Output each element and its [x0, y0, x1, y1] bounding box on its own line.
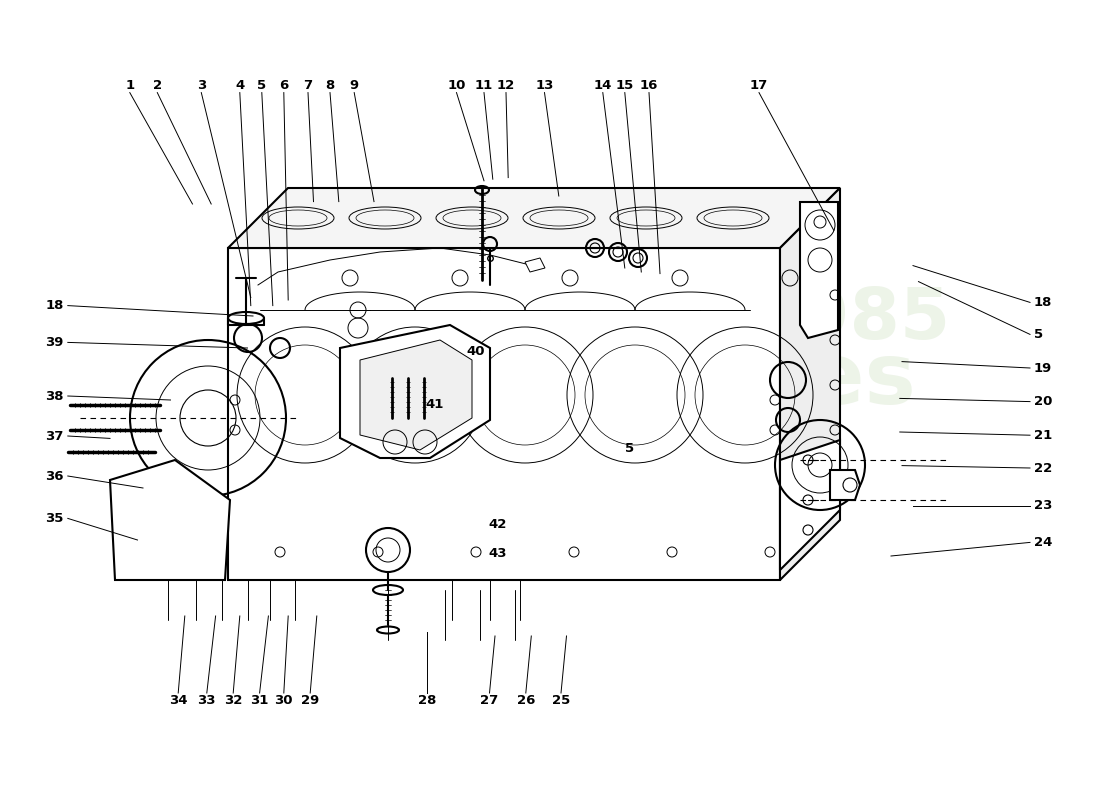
Text: 28: 28 — [418, 694, 436, 706]
Text: 36: 36 — [45, 470, 64, 482]
Text: 25: 25 — [552, 694, 570, 706]
Text: 1985: 1985 — [749, 286, 950, 354]
Text: 43: 43 — [488, 547, 506, 560]
Polygon shape — [360, 340, 472, 450]
Text: 5: 5 — [257, 79, 266, 92]
Text: 8: 8 — [326, 79, 334, 92]
Text: 12: 12 — [497, 79, 515, 92]
Text: 24: 24 — [1034, 536, 1053, 549]
Text: 34: 34 — [169, 694, 187, 706]
Text: 41: 41 — [426, 398, 443, 410]
Text: 13: 13 — [536, 79, 553, 92]
Text: 6: 6 — [279, 79, 288, 92]
Text: 10: 10 — [448, 79, 465, 92]
Text: 29: 29 — [301, 694, 319, 706]
Text: 20: 20 — [1034, 395, 1053, 408]
Text: 40: 40 — [466, 346, 484, 358]
Text: 18: 18 — [45, 299, 64, 312]
Text: 3: 3 — [197, 79, 206, 92]
Text: 18: 18 — [1034, 296, 1053, 309]
Text: 19: 19 — [1034, 362, 1053, 374]
Text: 32: 32 — [224, 694, 242, 706]
Text: 2: 2 — [153, 79, 162, 92]
Text: 5: 5 — [1034, 328, 1043, 341]
Text: 4: 4 — [235, 79, 244, 92]
Polygon shape — [228, 188, 840, 248]
Text: 27: 27 — [481, 694, 498, 706]
Polygon shape — [780, 440, 840, 570]
Text: 11: 11 — [475, 79, 493, 92]
Text: 5: 5 — [625, 442, 634, 454]
Text: europes: europes — [524, 338, 916, 422]
Text: 22: 22 — [1034, 462, 1053, 474]
Text: 39: 39 — [45, 336, 64, 349]
Text: a passion: a passion — [495, 424, 745, 476]
Text: 17: 17 — [750, 79, 768, 92]
Polygon shape — [780, 188, 840, 580]
Text: 31: 31 — [251, 694, 268, 706]
Text: 30: 30 — [275, 694, 293, 706]
Text: 9: 9 — [350, 79, 359, 92]
Polygon shape — [228, 248, 780, 580]
Text: 37: 37 — [45, 430, 64, 442]
Text: 15: 15 — [616, 79, 634, 92]
Text: 23: 23 — [1034, 499, 1053, 512]
Text: 14: 14 — [594, 79, 612, 92]
Text: 16: 16 — [640, 79, 658, 92]
Text: 38: 38 — [45, 390, 64, 402]
Text: 26: 26 — [517, 694, 535, 706]
Text: 33: 33 — [198, 694, 216, 706]
Polygon shape — [340, 325, 490, 458]
Text: 21: 21 — [1034, 429, 1053, 442]
Polygon shape — [110, 460, 230, 580]
Text: 1: 1 — [125, 79, 134, 92]
Polygon shape — [525, 258, 544, 272]
Polygon shape — [830, 470, 860, 500]
Polygon shape — [800, 202, 838, 338]
Text: 35: 35 — [45, 512, 64, 525]
Text: 7: 7 — [304, 79, 312, 92]
Text: 42: 42 — [488, 518, 506, 530]
